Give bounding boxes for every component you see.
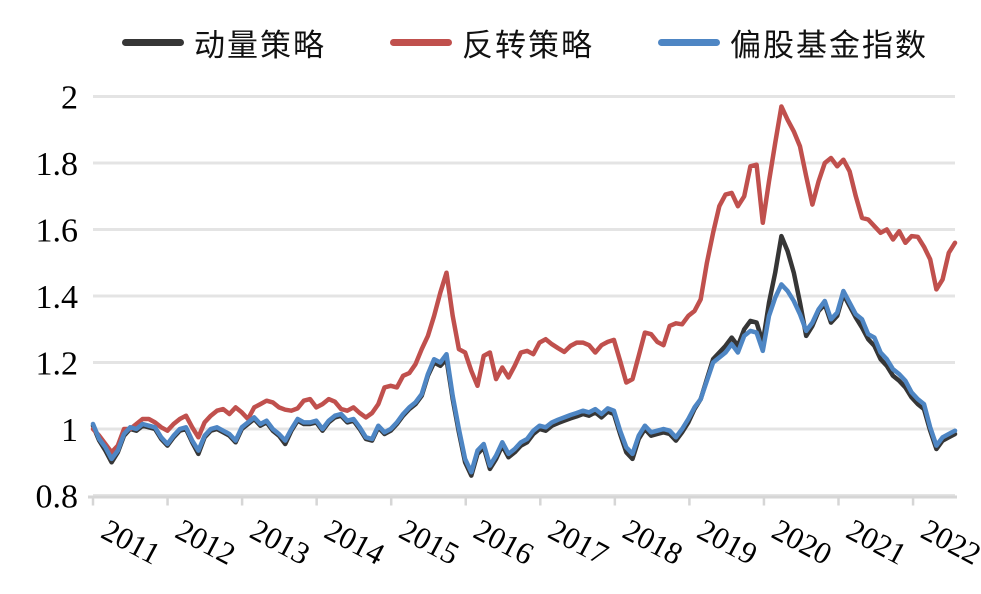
fund-index-line-swatch xyxy=(658,39,720,46)
x-tick-label: 2013 xyxy=(245,512,316,572)
legend-item-reversal: 反转策略 xyxy=(390,20,594,65)
y-tick-label: 1.2 xyxy=(36,346,79,383)
y-tick-label: 1 xyxy=(61,412,78,449)
x-tick-label: 2020 xyxy=(767,512,838,572)
x-tick-label: 2018 xyxy=(617,512,688,572)
legend-item-momentum: 动量策略 xyxy=(122,20,326,65)
x-tick-label: 2014 xyxy=(319,512,391,572)
x-tick-label: 2015 xyxy=(394,512,465,572)
x-tick-label: 2022 xyxy=(916,512,981,572)
y-tick-label: 1.6 xyxy=(36,213,79,250)
y-tick-label: 1.8 xyxy=(36,146,79,183)
y-tick-label: 0.8 xyxy=(36,479,79,516)
x-tick-label: 2016 xyxy=(468,512,539,572)
x-tick-label: 2021 xyxy=(841,512,912,572)
y-tick-label: 2 xyxy=(61,80,78,117)
x-tick-label: 2011 xyxy=(96,512,166,571)
x-tick-label: 2017 xyxy=(543,512,614,572)
legend-label-fund-index: 偏股基金指数 xyxy=(730,28,928,64)
legend-item-fund-index: 偏股基金指数 xyxy=(658,20,928,65)
legend-label-momentum: 动量策略 xyxy=(194,28,326,64)
series-fund-index-line xyxy=(90,282,958,475)
y-tick-label: 1.4 xyxy=(36,279,79,316)
reversal-line-swatch xyxy=(390,39,452,46)
legend-label-reversal: 反转策略 xyxy=(462,28,594,64)
x-tick-label: 2012 xyxy=(170,512,241,572)
series-reversal-line xyxy=(90,104,958,455)
momentum-line-swatch xyxy=(122,39,184,46)
chart-legend: 动量策略 反转策略 偏股基金指数 xyxy=(122,20,928,65)
x-tick-label: 2019 xyxy=(692,512,763,572)
